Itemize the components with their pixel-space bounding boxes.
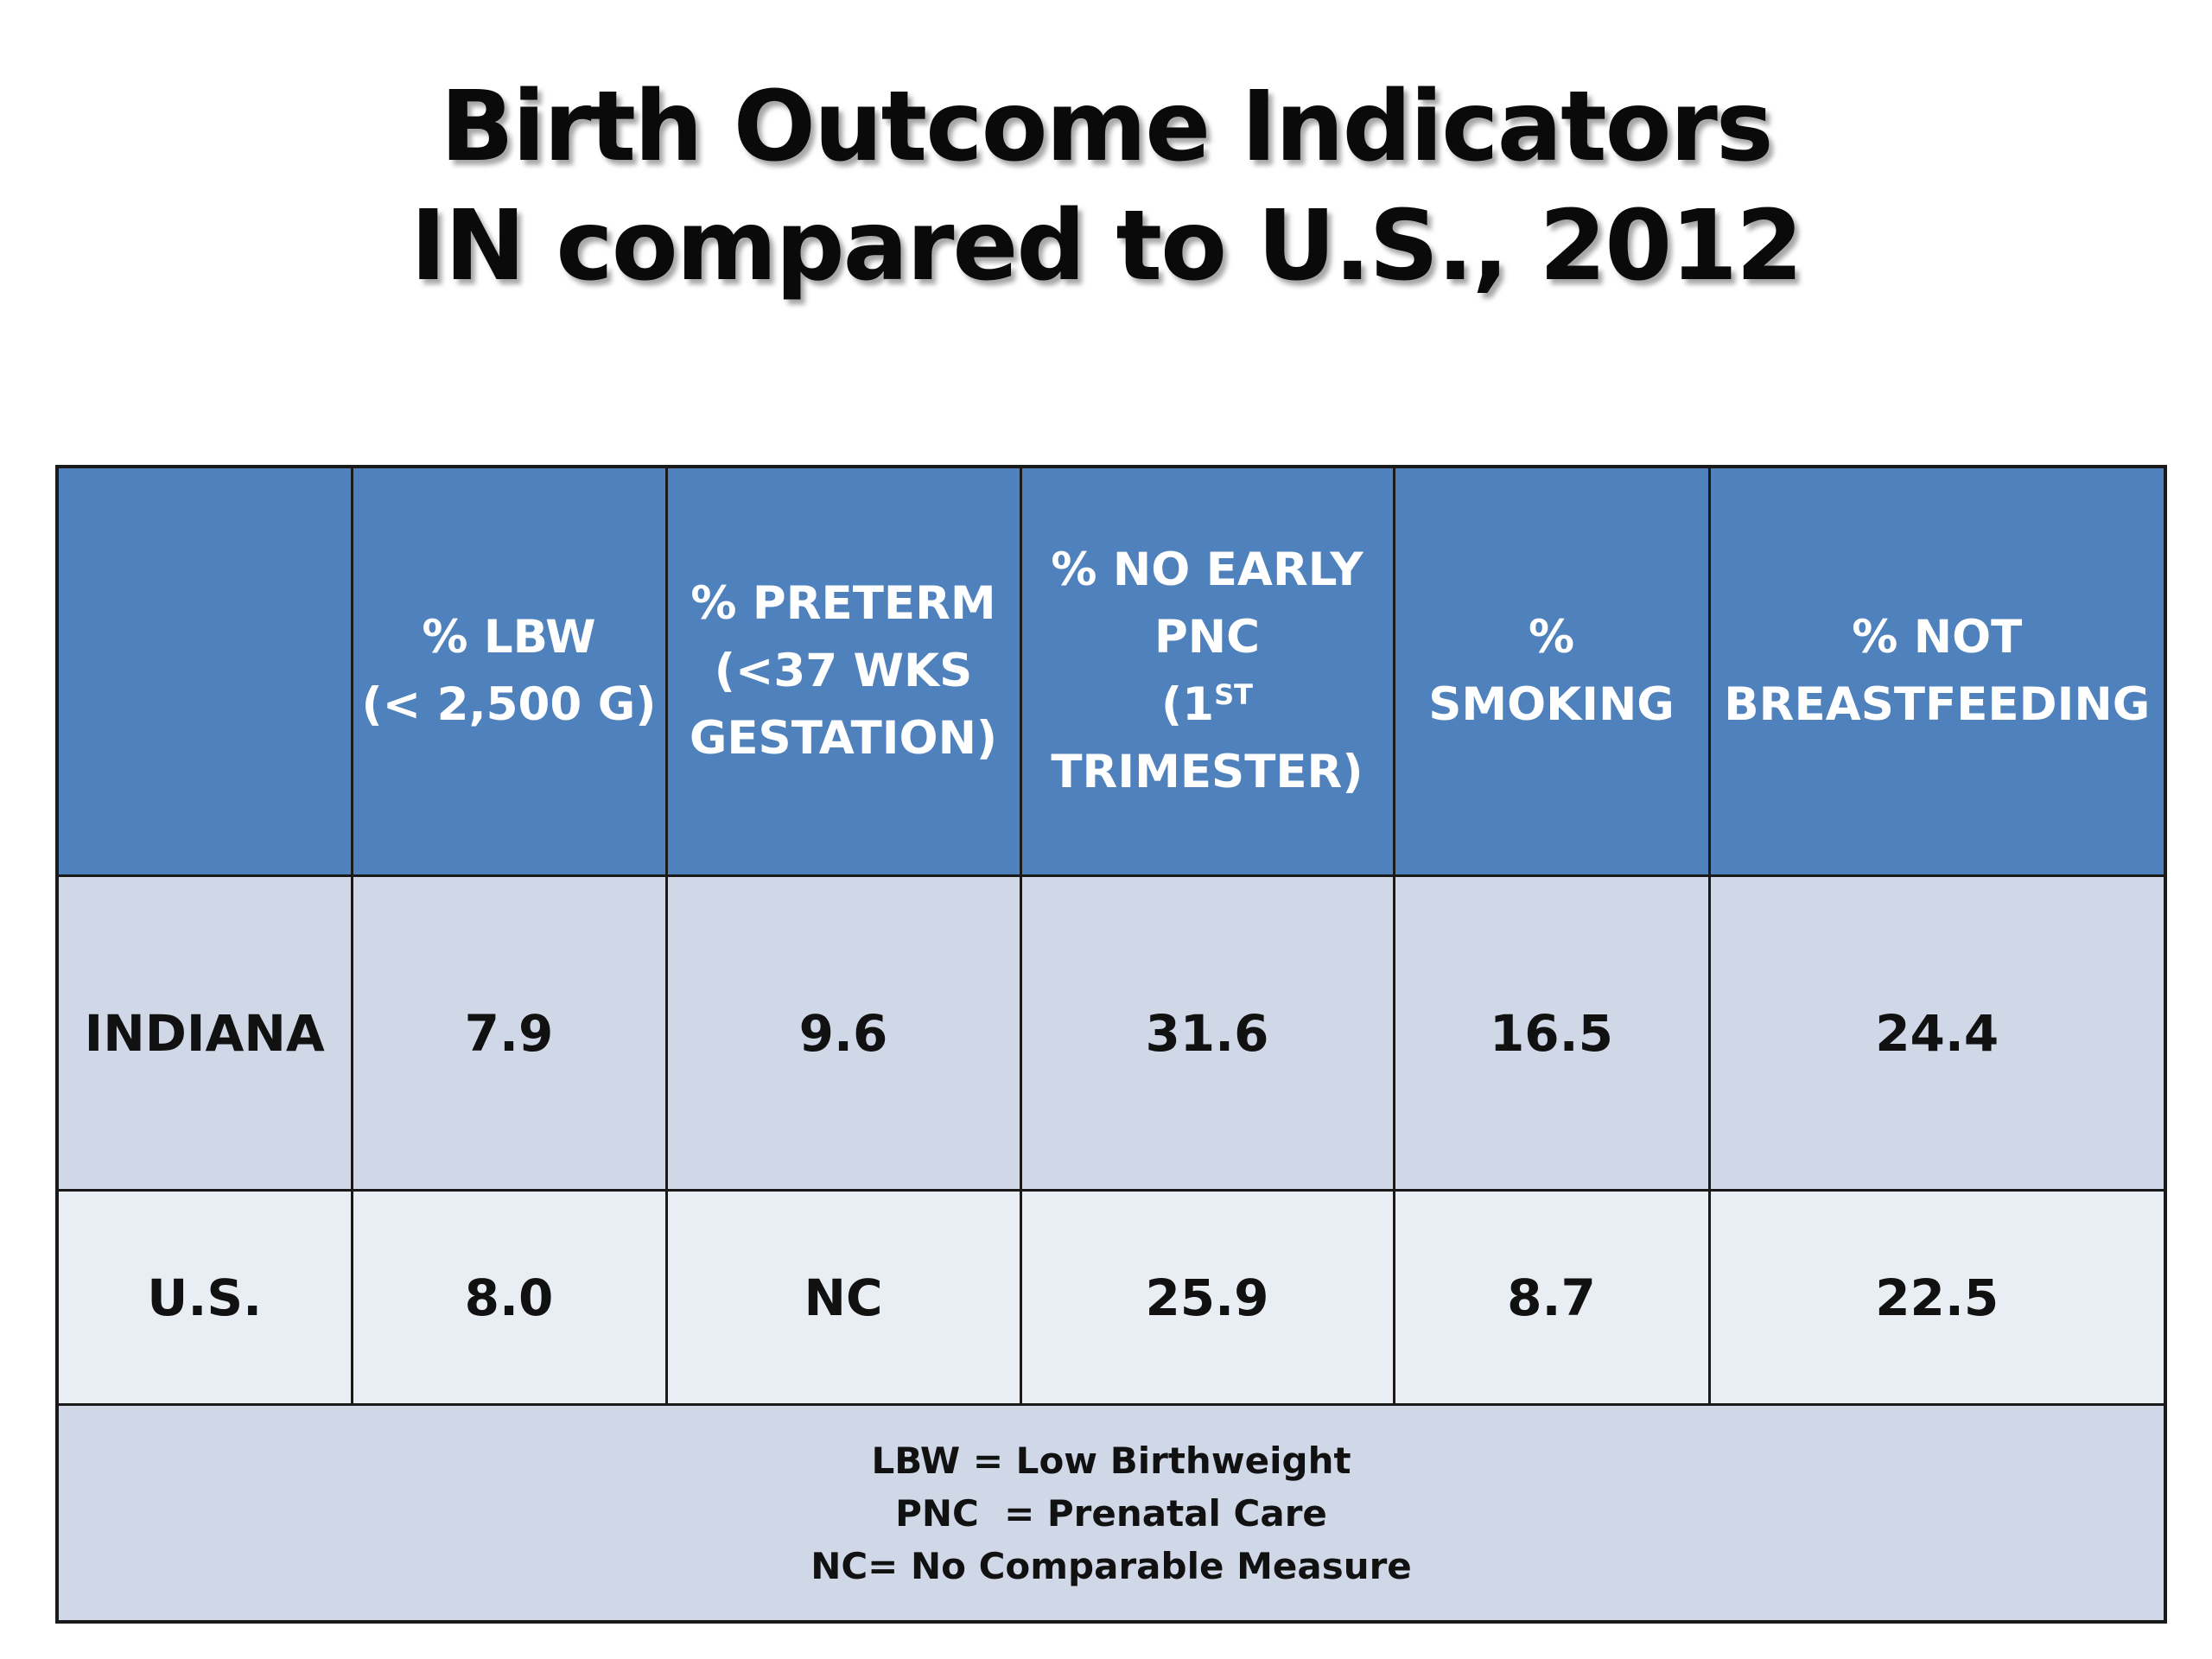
cell-smoking: 16.5: [1392, 874, 1711, 1192]
header-blank-cell: [55, 465, 353, 877]
cell-preterm: 9.6: [664, 874, 1022, 1192]
table-row-indiana: INDIANA 7.9 9.6 31.6 16.5 24.4: [55, 874, 2167, 1192]
abbreviation-notes: LBW = Low Birthweight PNC = Prenatal Car…: [55, 1403, 2167, 1624]
row-label: INDIANA: [55, 874, 353, 1192]
cell-smoking: 8.7: [1392, 1189, 1711, 1406]
header-lbw: % LBW (< 2,500 G): [350, 465, 668, 877]
note-lbw: LBW = Low Birthweight: [871, 1439, 1351, 1482]
row-label: U.S.: [55, 1189, 353, 1406]
header-smoking: % SMOKING: [1392, 465, 1711, 877]
cell-not-breastfeeding: 24.4: [1707, 874, 2167, 1192]
header-preterm: % PRETERM (<37 WKS GESTATION): [664, 465, 1022, 877]
slide-title: Birth Outcome Indicators IN compared to …: [0, 67, 2212, 306]
header-row: % LBW (< 2,500 G) % PRETERM (<37 WKS GES…: [55, 465, 2167, 877]
cell-not-breastfeeding: 22.5: [1707, 1189, 2167, 1406]
title-line-1: Birth Outcome Indicators: [440, 71, 1773, 183]
title-line-2: IN compared to U.S., 2012: [410, 190, 1803, 302]
header-no-early-pnc: % NO EARLY PNC (1ST TRIMESTER): [1019, 465, 1395, 877]
note-nc: NC= No Comparable Measure: [810, 1544, 1412, 1587]
note-pnc: PNC = Prenatal Care: [895, 1491, 1327, 1535]
cell-preterm: NC: [664, 1189, 1022, 1406]
cell-no-early-pnc: 31.6: [1019, 874, 1395, 1192]
table-row-us: U.S. 8.0 NC 25.9 8.7 22.5: [55, 1189, 2167, 1406]
header-not-breastfeeding: % NOT BREASTFEEDING: [1707, 465, 2167, 877]
notes-row: LBW = Low Birthweight PNC = Prenatal Car…: [55, 1403, 2167, 1624]
cell-no-early-pnc: 25.9: [1019, 1189, 1395, 1406]
cell-lbw: 8.0: [350, 1189, 668, 1406]
indicators-table: % LBW (< 2,500 G) % PRETERM (<37 WKS GES…: [55, 465, 2167, 1624]
cell-lbw: 7.9: [350, 874, 668, 1192]
